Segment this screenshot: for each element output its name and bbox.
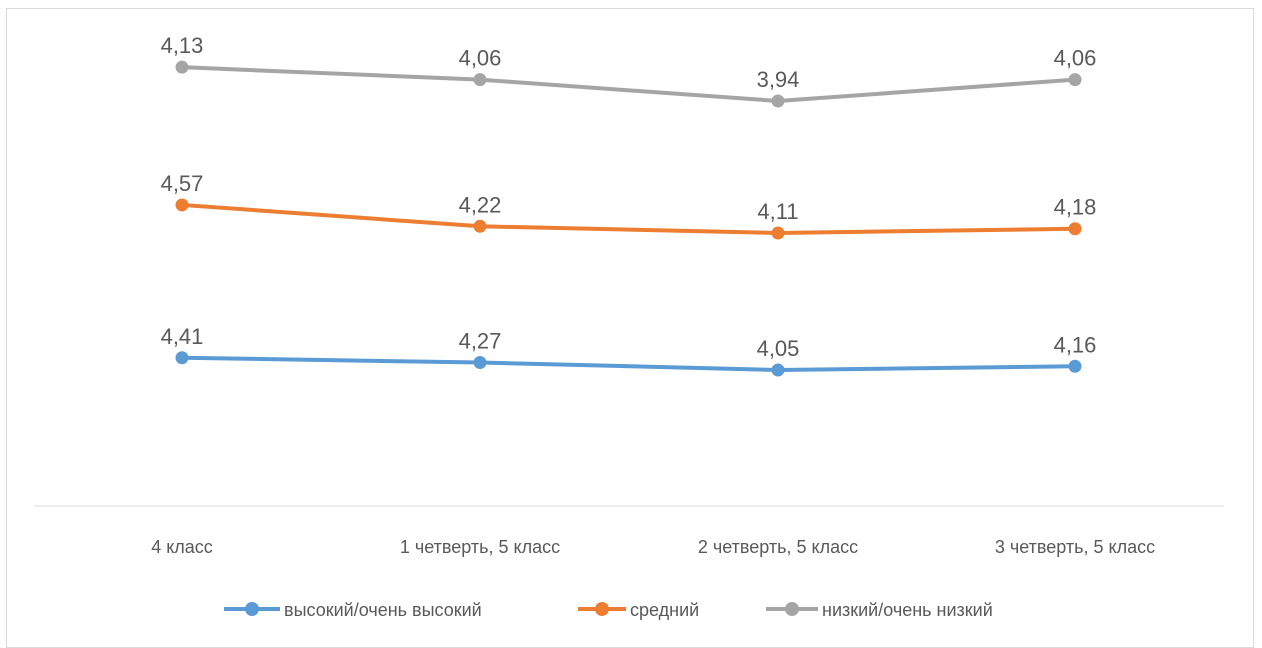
data-label: 4,41 — [161, 324, 204, 349]
series-group: 4,13 4,06 3,94 4,06 — [161, 33, 1097, 108]
data-label: 4,22 — [459, 192, 502, 217]
series-line — [180, 355, 1077, 372]
legend-label: средний — [630, 600, 699, 620]
data-label: 3,94 — [757, 67, 800, 92]
data-point — [1068, 222, 1082, 236]
x-tick-labels: 4 класс 1 четверть, 5 класс 2 четверть, 5 … — [151, 537, 1155, 557]
legend-item: средний — [578, 600, 699, 620]
data-label: 4,06 — [459, 46, 502, 71]
legend-item: высокий/очень высокий — [224, 600, 482, 620]
data-label: 4,11 — [757, 199, 798, 224]
data-label: 4,27 — [459, 329, 502, 354]
data-point — [771, 94, 785, 108]
data-point — [175, 198, 189, 212]
data-label: 4,06 — [1054, 46, 1097, 71]
legend-item: низкий/очень низкий — [766, 600, 993, 620]
data-point — [473, 356, 487, 370]
data-point — [473, 219, 487, 233]
data-label: 4,13 — [161, 33, 204, 58]
x-tick-label: 1 четверть, 5 класс — [400, 537, 560, 557]
x-tick-label: 3 четверть, 5 класс — [995, 537, 1155, 557]
data-point — [771, 363, 785, 377]
series-group: 4,57 4,22 4,11 4,18 — [161, 171, 1097, 240]
data-point — [473, 73, 487, 87]
legend-marker — [245, 602, 259, 616]
series-group: 4,41 4,27 4,05 4,16 — [161, 324, 1097, 377]
series-line — [180, 65, 1077, 103]
legend-marker — [785, 602, 799, 616]
data-point — [771, 226, 785, 240]
x-tick-label: 2 четверть, 5 класс — [698, 537, 858, 557]
data-point — [175, 351, 189, 365]
legend-marker — [595, 602, 609, 616]
x-tick-label: 4 класс — [151, 537, 213, 557]
data-point — [1068, 73, 1082, 87]
legend-label: низкий/очень низкий — [822, 600, 993, 620]
chart-frame — [6, 8, 1254, 648]
data-point — [1068, 359, 1082, 373]
legend: высокий/очень высокий средний низкий/очень… — [224, 600, 993, 620]
legend-label: высокий/очень высокий — [284, 600, 482, 620]
data-label: 4,05 — [757, 336, 800, 361]
data-label: 4,16 — [1054, 332, 1097, 357]
series-layer: 4,41 4,27 4,05 4,16 4,57 4,22 4,11 4,18 4,13 4,06… — [161, 33, 1097, 377]
data-label: 4,57 — [161, 171, 204, 196]
series-line — [180, 202, 1077, 235]
data-label: 4,18 — [1054, 195, 1097, 220]
data-point — [175, 60, 189, 74]
